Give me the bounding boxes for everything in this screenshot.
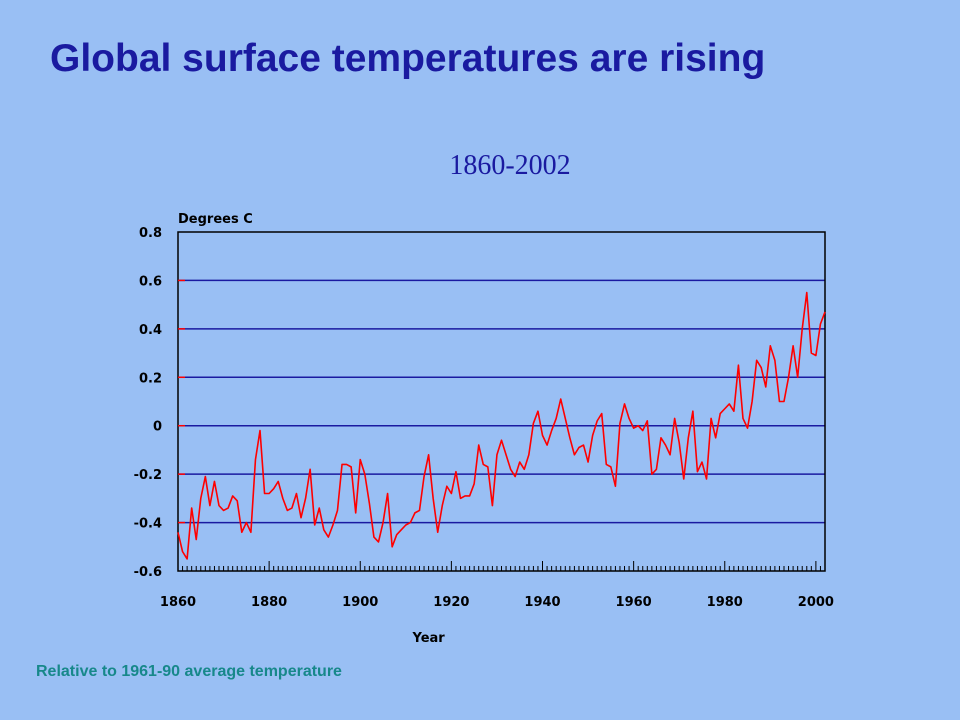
x-axis-label: Year — [411, 631, 445, 646]
x-tick-label: 1860 — [160, 595, 196, 610]
x-tick-label: 1980 — [707, 595, 743, 610]
y-axis: 0.8 0.6 0.4 0.2 0 -0.2 -0.4 -0.6 — [134, 226, 185, 580]
y-tick-label: 0.8 — [139, 226, 162, 241]
y-tick-label: 0.4 — [139, 323, 162, 338]
x-tick-label: 2000 — [798, 595, 834, 610]
y-tick-label: -0.6 — [134, 565, 162, 580]
y-axis-label: Degrees C — [178, 212, 253, 227]
footnote: Relative to 1961-90 average temperature — [36, 663, 342, 680]
y-tick-label: 0.2 — [139, 371, 162, 386]
y-tick-label: 0.6 — [139, 274, 162, 289]
temperature-series-line — [177, 291, 826, 560]
x-tick-label: 1960 — [616, 595, 652, 610]
chart-title: 1860-2002 — [449, 150, 571, 181]
x-tick-label: 1900 — [342, 595, 378, 610]
slide-title: Global surface temperatures are rising — [50, 37, 766, 80]
plot-frame — [177, 231, 826, 572]
x-tick-label: 1920 — [433, 595, 469, 610]
y-tick-label: 0 — [153, 420, 162, 435]
y-tick-label: -0.2 — [134, 468, 162, 483]
y-tick-label: -0.4 — [134, 517, 162, 532]
x-axis: 1860 1880 1900 1920 1940 1960 1980 2000 — [160, 561, 834, 610]
x-tick-label: 1880 — [251, 595, 287, 610]
x-tick-label: 1940 — [524, 595, 560, 610]
